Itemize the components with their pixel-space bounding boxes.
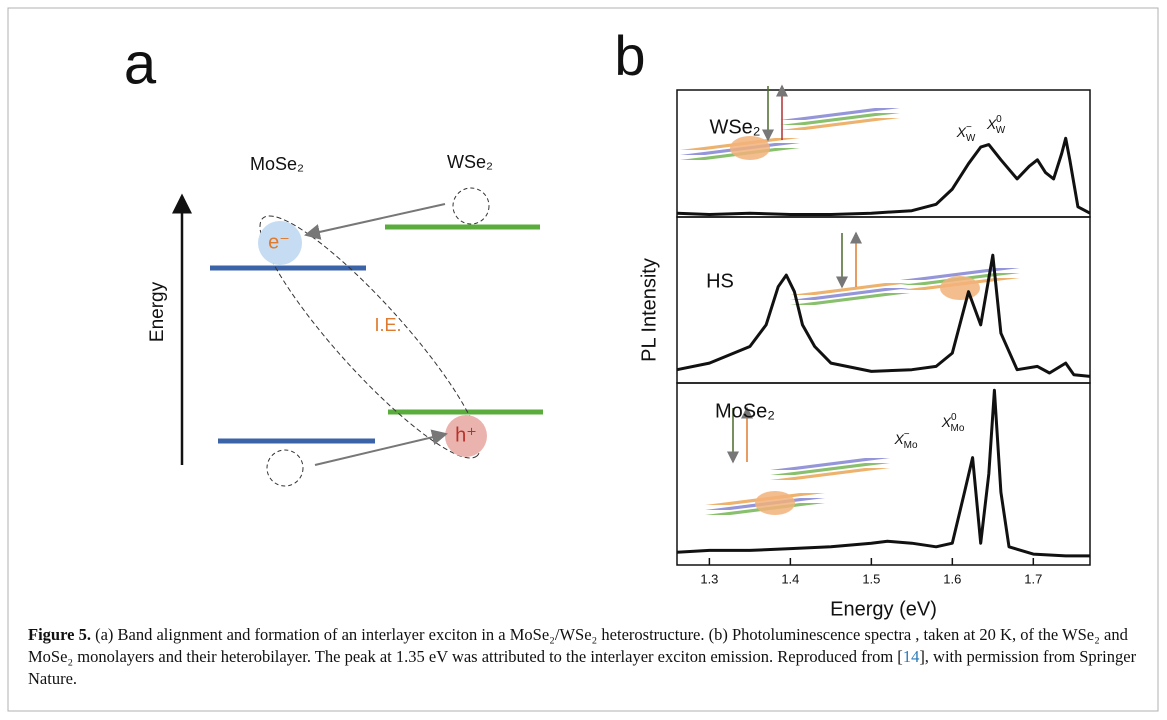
caption-label: Figure 5. bbox=[28, 625, 91, 644]
crystal-layer bbox=[780, 108, 900, 120]
panel-title: WSe₂ bbox=[709, 116, 760, 138]
material-label: MoSe₂ bbox=[250, 154, 304, 174]
plot-frame bbox=[676, 216, 1091, 384]
peak-label-sub: W bbox=[966, 133, 976, 144]
exciton-blob bbox=[940, 276, 980, 300]
x-tick-label: 1.4 bbox=[781, 571, 799, 586]
caption-text: (a) Band alignment and formation of an i… bbox=[28, 625, 1128, 666]
x-axis-label: Energy (eV) bbox=[830, 598, 937, 620]
material-label: WSe₂ bbox=[447, 152, 493, 172]
crystal-layer bbox=[770, 458, 890, 470]
crystal-layer bbox=[790, 283, 910, 295]
x-tick-label: 1.6 bbox=[943, 571, 961, 586]
electron bbox=[258, 221, 302, 265]
crystal-layer bbox=[790, 293, 910, 305]
peak-label: X0 W bbox=[986, 114, 1006, 136]
caption-text: ], with permission from Springer Nature. bbox=[28, 647, 1137, 688]
peak-label: X0 Mo bbox=[941, 412, 965, 434]
transfer-arrow bbox=[314, 429, 448, 466]
spectrum-line bbox=[676, 136, 1091, 216]
frame bbox=[7, 7, 1159, 712]
peak-label-sup: − bbox=[966, 122, 972, 133]
exciton-outline bbox=[259, 215, 481, 459]
x-tick-label: 1.7 bbox=[1024, 571, 1042, 586]
peak-label-base: X bbox=[986, 116, 997, 132]
peak-label-base: X bbox=[941, 414, 952, 430]
spectrum-line bbox=[676, 388, 1090, 558]
panel-label: a bbox=[124, 31, 157, 96]
axis-label: Energy bbox=[147, 281, 168, 342]
crystal-layer bbox=[790, 288, 910, 300]
exciton-blob bbox=[755, 491, 795, 515]
crystal-layer bbox=[770, 468, 890, 480]
crystal-layer bbox=[780, 118, 900, 130]
peak-label-base: X bbox=[893, 431, 904, 447]
peak-label-sub: Mo bbox=[951, 423, 965, 434]
peak-label-sup: 0 bbox=[951, 412, 957, 423]
peak-label: X− W bbox=[956, 122, 976, 144]
caption: Figure 5. (a) Band alignment and formati… bbox=[28, 624, 1138, 690]
peak-label: X− Mo bbox=[893, 429, 918, 451]
y-axis-label: PL Intensity bbox=[638, 258, 660, 362]
crystal-layer bbox=[780, 113, 900, 125]
exciton-label: I.E. bbox=[374, 315, 401, 335]
reference-link[interactable]: 14 bbox=[902, 647, 920, 666]
crystal-layer bbox=[770, 463, 890, 475]
spectrum-line bbox=[676, 253, 1091, 378]
empty-state bbox=[452, 187, 490, 225]
hole bbox=[445, 415, 487, 457]
peak-label-sup: 0 bbox=[996, 114, 1002, 125]
x-tick-label: 1.5 bbox=[862, 571, 880, 586]
x-tick-label: 1.3 bbox=[700, 571, 718, 586]
panel-title: HS bbox=[706, 270, 734, 292]
electron-label: e⁻ bbox=[268, 231, 290, 253]
exciton-blob bbox=[730, 136, 770, 160]
transfer-arrow bbox=[304, 203, 446, 240]
peak-label-sub: Mo bbox=[904, 440, 918, 451]
peak-label-base: X bbox=[956, 124, 967, 140]
hole-label: h⁺ bbox=[455, 424, 477, 446]
plot-frame bbox=[676, 382, 1091, 566]
panel-label: b bbox=[614, 24, 645, 87]
peak-label-sup: − bbox=[904, 429, 910, 440]
panel-title: MoSe₂ bbox=[715, 400, 775, 422]
peak-label-sub: W bbox=[996, 125, 1006, 136]
empty-state bbox=[266, 449, 304, 487]
